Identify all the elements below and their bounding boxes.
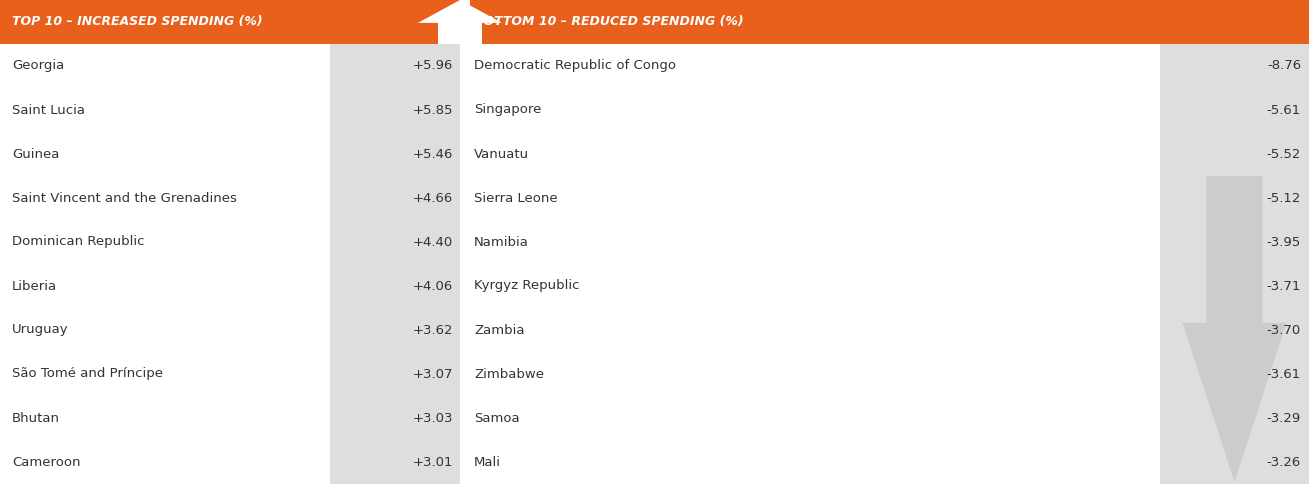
Bar (1160, 44, 1309, 484)
Bar (470, 0, 1309, 44)
Text: -3.95: -3.95 (1267, 236, 1301, 248)
Text: +3.62: +3.62 (412, 324, 453, 336)
Text: -8.76: -8.76 (1267, 59, 1301, 72)
Text: +5.96: +5.96 (412, 59, 453, 72)
Bar (330, 44, 459, 484)
Text: Democratic Republic of Congo: Democratic Republic of Congo (474, 59, 675, 72)
Text: Georgia: Georgia (12, 59, 64, 72)
Text: Liberia: Liberia (12, 279, 58, 293)
Text: +3.01: +3.01 (412, 455, 453, 469)
Text: Dominican Republic: Dominican Republic (12, 236, 144, 248)
Text: -3.61: -3.61 (1267, 367, 1301, 381)
Text: +3.07: +3.07 (412, 367, 453, 381)
Text: +4.40: +4.40 (412, 236, 453, 248)
Text: Vanuatu: Vanuatu (474, 147, 529, 160)
Text: +5.46: +5.46 (412, 147, 453, 160)
Text: Uruguay: Uruguay (12, 324, 68, 336)
Text: Guinea: Guinea (12, 147, 59, 160)
Text: -3.29: -3.29 (1267, 412, 1301, 424)
Text: -5.12: -5.12 (1267, 191, 1301, 205)
Polygon shape (418, 0, 501, 44)
Text: -5.61: -5.61 (1267, 104, 1301, 117)
Text: Namibia: Namibia (474, 236, 529, 248)
Text: Saint Vincent and the Grenadines: Saint Vincent and the Grenadines (12, 191, 237, 205)
Text: Cameroon: Cameroon (12, 455, 80, 469)
Text: São Tomé and Príncipe: São Tomé and Príncipe (12, 367, 164, 381)
Text: -3.71: -3.71 (1267, 279, 1301, 293)
Bar (0, 0, 459, 44)
Text: Zambia: Zambia (474, 324, 525, 336)
Text: -3.26: -3.26 (1267, 455, 1301, 469)
Text: Kyrgyz Republic: Kyrgyz Republic (474, 279, 580, 293)
Text: Mali: Mali (474, 455, 501, 469)
Text: -5.52: -5.52 (1267, 147, 1301, 160)
Text: Sierra Leone: Sierra Leone (474, 191, 558, 205)
Text: BOTTOM 10 – REDUCED SPENDING (%): BOTTOM 10 – REDUCED SPENDING (%) (474, 16, 744, 29)
Text: -3.70: -3.70 (1267, 324, 1301, 336)
Text: Samoa: Samoa (474, 412, 520, 424)
Polygon shape (1182, 176, 1287, 482)
Text: Singapore: Singapore (474, 104, 542, 117)
Text: Zimbabwe: Zimbabwe (474, 367, 545, 381)
Text: Bhutan: Bhutan (12, 412, 60, 424)
Text: TOP 10 – INCREASED SPENDING (%): TOP 10 – INCREASED SPENDING (%) (12, 16, 263, 29)
Text: +4.06: +4.06 (412, 279, 453, 293)
Text: Saint Lucia: Saint Lucia (12, 104, 85, 117)
Text: +4.66: +4.66 (412, 191, 453, 205)
Text: +5.85: +5.85 (412, 104, 453, 117)
Text: +3.03: +3.03 (412, 412, 453, 424)
